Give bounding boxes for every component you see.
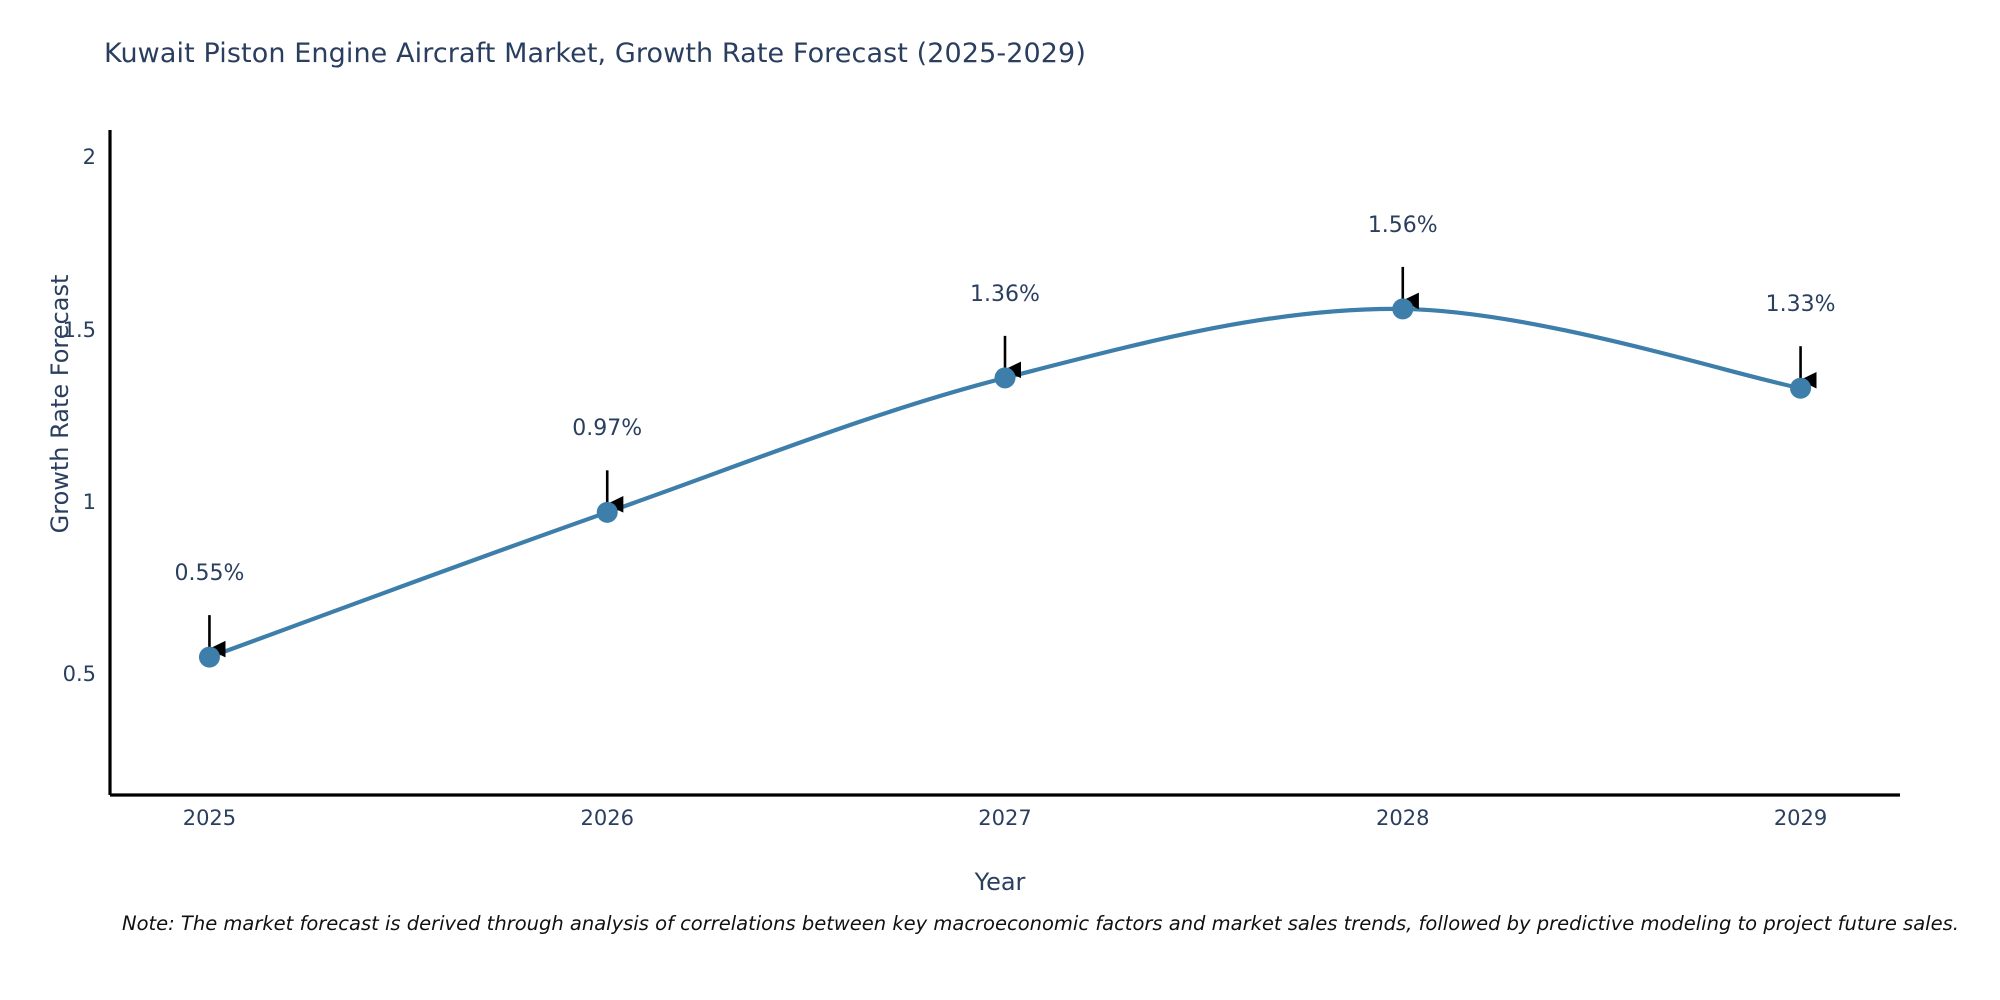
chart-title: Kuwait Piston Engine Aircraft Market, Gr…: [104, 38, 1086, 69]
data-point-label: 0.97%: [572, 416, 643, 442]
axis-lines: [108, 130, 1900, 797]
data-point-marker[interactable]: [994, 367, 1016, 389]
data-point-label: 1.33%: [1765, 292, 1836, 318]
y-tick-label: 0.5: [62, 662, 96, 687]
x-tick-label: 2025: [182, 806, 237, 830]
y-tick-label: 1: [82, 489, 96, 514]
footnote-note: Note: The market forecast is derived thr…: [122, 912, 1959, 935]
x-tick-label: 2028: [1376, 806, 1430, 830]
data-point-marker[interactable]: [1392, 298, 1414, 320]
x-tick-label: 2026: [580, 806, 634, 830]
data-point-label: 1.56%: [1367, 212, 1438, 238]
y-tick-label: 1.5: [62, 317, 96, 342]
data-point-label: 0.55%: [174, 561, 245, 587]
data-point-marker[interactable]: [1790, 377, 1812, 399]
data-point-markers: [198, 298, 1812, 668]
y-tick-label: 2: [82, 145, 96, 170]
data-point-marker[interactable]: [198, 646, 220, 668]
annotation-arrows: [208, 266, 1817, 658]
x-axis-title: Year: [974, 868, 1026, 896]
x-tick-label: 2027: [978, 806, 1032, 830]
x-tick-label: 2029: [1773, 806, 1828, 830]
data-point-marker[interactable]: [596, 501, 618, 523]
data-point-label: 1.36%: [970, 281, 1040, 307]
